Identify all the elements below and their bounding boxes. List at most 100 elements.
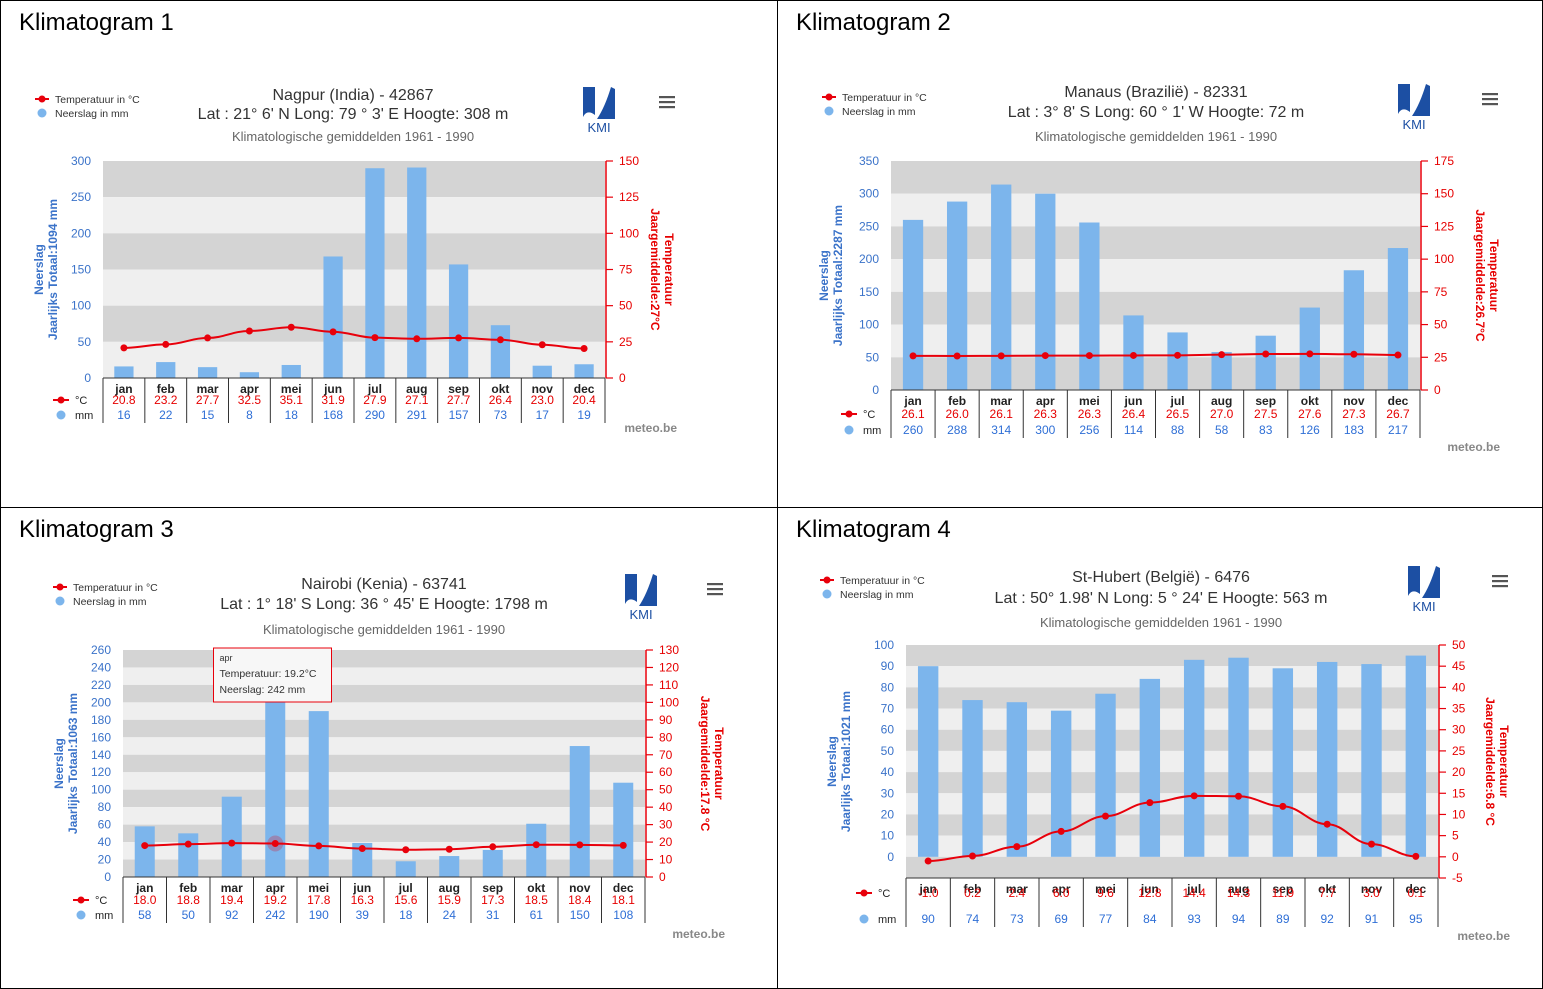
temperature-point-dec[interactable] <box>1394 351 1402 359</box>
precipitation-bar-nov[interactable] <box>1343 270 1365 390</box>
temperature-point-jul[interactable] <box>1174 351 1182 359</box>
temperature-point-feb[interactable] <box>184 840 192 848</box>
temperature-point-jul[interactable] <box>371 334 379 342</box>
temperature-point-mar[interactable] <box>204 334 212 342</box>
temperature-point-feb[interactable] <box>162 340 170 348</box>
precipitation-bar-jul[interactable] <box>365 168 385 378</box>
temperature-point-feb[interactable] <box>969 852 976 860</box>
temperature-point-jan[interactable] <box>909 352 917 360</box>
precipitation-bar-apr[interactable] <box>265 665 286 877</box>
precipitation-bar-feb[interactable] <box>962 700 983 857</box>
temperature-point-apr[interactable] <box>1057 827 1065 835</box>
temperature-point-nov[interactable] <box>1368 840 1375 848</box>
precipitation-bar-mei[interactable] <box>1095 693 1116 857</box>
temperature-point-mar[interactable] <box>228 839 236 847</box>
temperature-point-sep[interactable] <box>455 334 463 342</box>
temperature-point-mar[interactable] <box>997 352 1005 360</box>
precipitation-bar-mei[interactable] <box>281 364 301 378</box>
precipitation-bar-nov[interactable] <box>1361 664 1382 857</box>
temperature-point-jun[interactable] <box>1146 799 1154 807</box>
precipitation-bar-jan[interactable] <box>134 826 155 877</box>
precipitation-bar-okt[interactable] <box>490 325 511 378</box>
precipitation-bar-mei[interactable] <box>1079 222 1100 390</box>
chart-menu-icon[interactable] <box>707 583 723 596</box>
precipitation-bar-aug[interactable] <box>1228 657 1249 857</box>
temperature-point-feb[interactable] <box>953 352 961 360</box>
precipitation-bar-okt[interactable] <box>1299 307 1320 390</box>
temperature-point-aug[interactable] <box>413 335 421 343</box>
precipitation-bar-jul[interactable] <box>1183 659 1205 857</box>
temperature-point-nov[interactable] <box>538 341 546 349</box>
precipitation-bar-nov[interactable] <box>532 365 552 378</box>
precipitation-bar-aug[interactable] <box>407 167 427 378</box>
precipitation-bar-apr[interactable] <box>239 372 260 378</box>
precipitation-bar-sep[interactable] <box>1272 668 1294 857</box>
precipitation-bar-aug[interactable] <box>439 856 460 877</box>
precipitation-bar-okt[interactable] <box>526 823 547 877</box>
temperature-point-apr[interactable] <box>1041 352 1049 360</box>
temperature-point-okt[interactable] <box>496 336 504 344</box>
temperature-point-okt[interactable] <box>1306 350 1314 358</box>
temperature-point-jun[interactable] <box>358 845 366 853</box>
precipitation-bar-apr[interactable] <box>1035 193 1056 390</box>
temperature-point-sep[interactable] <box>1279 802 1287 810</box>
right-tick-label: 80 <box>659 730 673 744</box>
precipitation-bar-jun[interactable] <box>352 842 373 877</box>
precipitation-bar-mar[interactable] <box>991 184 1012 390</box>
temperature-point-mei[interactable] <box>1102 812 1109 820</box>
precipitation-bar-aug[interactable] <box>1211 352 1232 390</box>
temperature-point-jun[interactable] <box>329 328 337 336</box>
temperature-point-mei[interactable] <box>287 323 295 331</box>
precipitation-bar-sep[interactable] <box>448 264 469 378</box>
precipitation-bar-jan[interactable] <box>917 666 939 857</box>
precipitation-bar-jul[interactable] <box>395 861 416 877</box>
temperature-point-dec[interactable] <box>580 344 588 352</box>
temperature-point-nov[interactable] <box>1350 350 1358 358</box>
temperature-point-mei[interactable] <box>315 842 323 850</box>
precipitation-bar-jun[interactable] <box>1139 678 1161 857</box>
precipitation-bar-nov[interactable] <box>569 746 590 877</box>
temperature-point-nov[interactable] <box>576 841 584 849</box>
temperature-point-dec[interactable] <box>619 841 627 849</box>
temperature-point-jan[interactable] <box>924 857 932 865</box>
temperature-point-okt[interactable] <box>532 841 540 849</box>
precipitation-bar-feb[interactable] <box>156 362 176 378</box>
precipitation-bar-sep[interactable] <box>1255 335 1276 390</box>
chart-menu-icon[interactable] <box>1482 93 1498 106</box>
temperature-point-aug[interactable] <box>1218 351 1226 359</box>
precipitation-bar-feb[interactable] <box>946 201 968 390</box>
temperature-point-apr[interactable] <box>245 327 253 335</box>
temperature-point-jan[interactable] <box>120 344 128 352</box>
precipitation-bar-jan[interactable] <box>902 219 924 390</box>
precipitation-bar-okt[interactable] <box>1316 661 1338 857</box>
precipitation-bar-sep[interactable] <box>482 849 503 877</box>
temperature-point-mei[interactable] <box>1085 352 1093 360</box>
precipitation-bar-mar[interactable] <box>221 796 242 877</box>
chart-menu-icon[interactable] <box>1492 575 1508 588</box>
precipitation-bar-jul[interactable] <box>1167 332 1188 390</box>
temperature-point-jan[interactable] <box>141 842 149 850</box>
precipitation-bar-mei[interactable] <box>308 711 329 877</box>
temperature-point-dec[interactable] <box>1412 852 1420 860</box>
chart-menu-icon[interactable] <box>659 96 675 109</box>
precipitation-bar-dec[interactable] <box>613 782 634 877</box>
temperature-point-apr[interactable] <box>271 839 279 847</box>
precipitation-bar-mar[interactable] <box>1006 702 1028 857</box>
precipitation-bar-apr[interactable] <box>1050 710 1072 857</box>
temperature-point-okt[interactable] <box>1323 820 1331 828</box>
precipitation-bar-dec[interactable] <box>1387 248 1409 390</box>
precipitation-bar-jun[interactable] <box>323 256 343 378</box>
precipitation-bar-jan[interactable] <box>114 366 134 378</box>
temperature-point-sep[interactable] <box>489 843 497 851</box>
precipitation-bar-feb[interactable] <box>178 833 199 877</box>
temperature-point-aug[interactable] <box>1235 792 1242 800</box>
temperature-point-aug[interactable] <box>445 845 453 853</box>
temperature-point-jul[interactable] <box>402 846 410 854</box>
precipitation-bar-dec[interactable] <box>574 364 594 378</box>
temperature-point-jun[interactable] <box>1129 351 1137 359</box>
precipitation-bar-mar[interactable] <box>197 367 218 378</box>
temperature-point-mar[interactable] <box>1013 843 1021 851</box>
precipitation-bar-dec[interactable] <box>1405 655 1427 857</box>
temperature-point-jul[interactable] <box>1190 792 1198 800</box>
temperature-point-sep[interactable] <box>1262 350 1270 358</box>
